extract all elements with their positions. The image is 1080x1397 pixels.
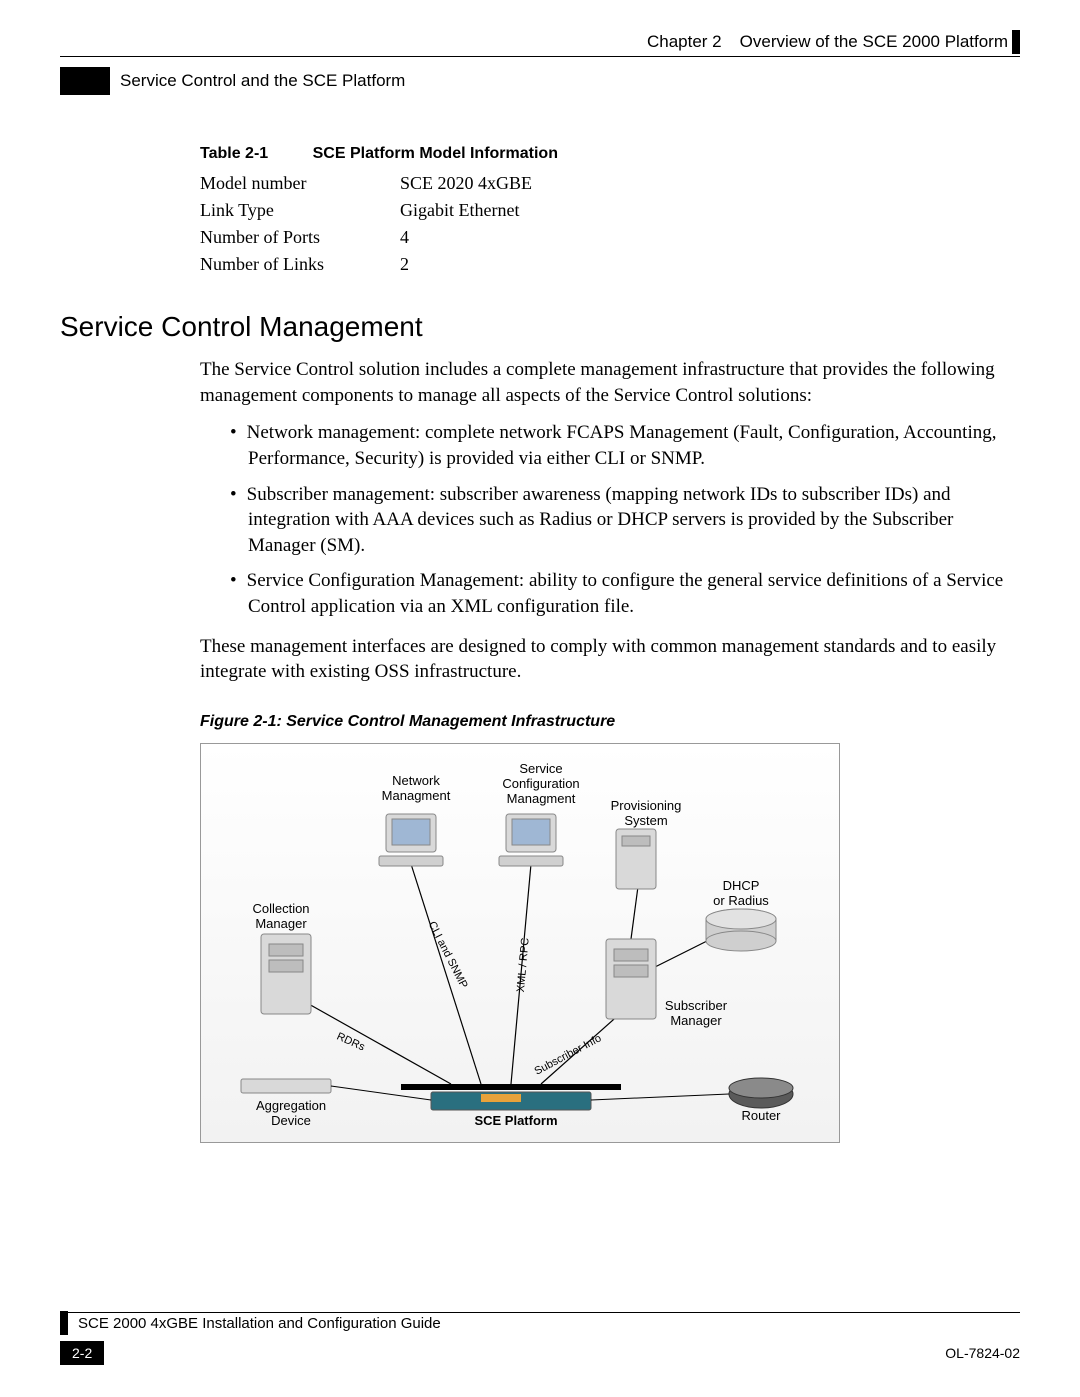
header-row: Chapter 2 Overview of the SCE 2000 Platf… <box>60 30 1020 54</box>
subheader-row: Service Control and the SCE Platform <box>60 67 1020 95</box>
doc-number: OL-7824-02 <box>945 1345 1020 1361</box>
table-cell-value: 4 <box>400 227 409 248</box>
chapter-title: Overview of the SCE 2000 Platform <box>740 32 1008 52</box>
header-bar <box>1012 30 1020 54</box>
header-rule <box>60 56 1020 57</box>
table-caption: Table 2-1 SCE Platform Model Information <box>200 145 1010 163</box>
label-aggregation: AggregationDevice <box>241 1099 341 1129</box>
label-subscriber: SubscriberManager <box>656 999 736 1029</box>
table-label: Table 2-1 <box>200 145 268 162</box>
table-title: SCE Platform Model Information <box>313 145 558 162</box>
footer-guide: SCE 2000 4xGBE Installation and Configur… <box>78 1315 441 1332</box>
outro-text: These management interfaces are designed… <box>200 634 1010 685</box>
footer: SCE 2000 4xGBE Installation and Configur… <box>60 1312 1020 1365</box>
table-row: Model number SCE 2020 4xGBE <box>200 173 1010 194</box>
table-cell-label: Link Type <box>200 200 400 221</box>
label-dhcp: DHCPor Radius <box>701 879 781 909</box>
bullet-list: Network management: complete network FCA… <box>200 420 1010 619</box>
table-block: Table 2-1 SCE Platform Model Information… <box>200 145 1010 275</box>
table-cell-value: 2 <box>400 254 409 275</box>
figure-diagram: NetworkManagment ServiceConfigurationMan… <box>200 743 840 1143</box>
table-cell-label: Number of Links <box>200 254 400 275</box>
label-router: Router <box>731 1109 791 1124</box>
label-network-mgmt: NetworkManagment <box>371 774 461 804</box>
table-row: Number of Ports 4 <box>200 227 1010 248</box>
page-number: 2-2 <box>60 1341 104 1365</box>
subheader-box <box>60 67 110 95</box>
table-cell-value: Gigabit Ethernet <box>400 200 519 221</box>
footer-bar <box>60 1311 68 1335</box>
figure-caption: Figure 2-1: Service Control Management I… <box>200 713 1010 731</box>
bullet-item: Subscriber management: subscriber awaren… <box>230 482 1010 559</box>
page: Chapter 2 Overview of the SCE 2000 Platf… <box>0 0 1080 1397</box>
section-title: Service Control Management <box>60 311 1020 343</box>
footer-bottom: 2-2 OL-7824-02 <box>60 1341 1020 1365</box>
table-cell-label: Number of Ports <box>200 227 400 248</box>
intro-text: The Service Control solution includes a … <box>200 357 1010 408</box>
section-body: The Service Control solution includes a … <box>200 357 1010 1143</box>
label-service-cfg: ServiceConfigurationManagment <box>486 762 596 807</box>
label-provisioning: ProvisioningSystem <box>601 799 691 829</box>
table-cell-label: Model number <box>200 173 400 194</box>
info-table: Model number SCE 2020 4xGBE Link Type Gi… <box>200 173 1010 275</box>
chapter-label: Chapter 2 <box>647 32 722 52</box>
label-sce: SCE Platform <box>456 1114 576 1129</box>
subheader-title: Service Control and the SCE Platform <box>120 71 405 91</box>
bullet-item: Network management: complete network FCA… <box>230 420 1010 471</box>
table-cell-value: SCE 2020 4xGBE <box>400 173 532 194</box>
label-collection: CollectionManager <box>236 902 326 932</box>
content: Table 2-1 SCE Platform Model Information… <box>200 145 1010 275</box>
table-row: Link Type Gigabit Ethernet <box>200 200 1010 221</box>
table-row: Number of Links 2 <box>200 254 1010 275</box>
bullet-item: Service Configuration Management: abilit… <box>230 568 1010 619</box>
footer-title-row: SCE 2000 4xGBE Installation and Configur… <box>60 1311 1020 1335</box>
